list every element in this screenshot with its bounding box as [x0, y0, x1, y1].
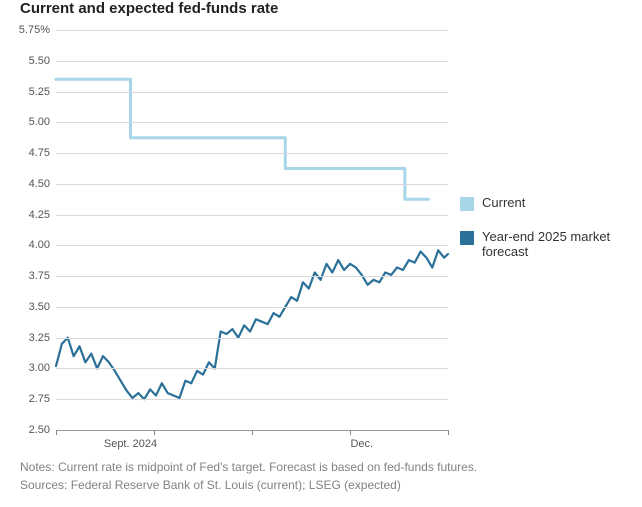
- y-axis-label: 2.75: [14, 393, 50, 405]
- y-axis-label: 5.25: [14, 86, 50, 98]
- chart-sources: Sources: Federal Reserve Bank of St. Lou…: [20, 478, 401, 492]
- gridline: [56, 215, 448, 216]
- legend-label: Current: [482, 195, 642, 210]
- x-axis-tick: [350, 430, 351, 435]
- x-axis-tick: [448, 430, 449, 435]
- gridline: [56, 30, 448, 31]
- gridline: [56, 245, 448, 246]
- legend-item: Year-end 2025 market forecast: [460, 229, 642, 259]
- gridline: [56, 276, 448, 277]
- y-axis-label: 3.50: [14, 301, 50, 313]
- y-axis-label: 3.00: [14, 362, 50, 374]
- x-axis-tick: [252, 430, 253, 435]
- gridline: [56, 61, 448, 62]
- y-axis-label: 5.50: [14, 55, 50, 67]
- gridline: [56, 399, 448, 400]
- series-line: [56, 79, 428, 199]
- chart-container: Current and expected fed-funds rate 5.75…: [0, 0, 642, 507]
- gridline: [56, 153, 448, 154]
- x-axis-label: Sept. 2024: [104, 438, 157, 450]
- x-axis-tick: [56, 430, 57, 435]
- gridline: [56, 307, 448, 308]
- plot-area: [56, 30, 448, 430]
- gridline: [56, 184, 448, 185]
- y-axis-label: 2.50: [14, 424, 50, 436]
- legend-swatch: [460, 197, 474, 211]
- gridline: [56, 338, 448, 339]
- y-axis-label: 4.75: [14, 147, 50, 159]
- gridline: [56, 92, 448, 93]
- y-axis-label: 3.75: [14, 270, 50, 282]
- x-axis-tick: [154, 430, 155, 435]
- x-axis-label: Dec.: [350, 438, 373, 450]
- y-axis-label: 4.25: [14, 209, 50, 221]
- legend-label: Year-end 2025 market forecast: [482, 229, 642, 259]
- y-axis-label: 4.00: [14, 239, 50, 251]
- legend-item: Current: [460, 195, 642, 213]
- gridline: [56, 122, 448, 123]
- y-axis-label: 4.50: [14, 178, 50, 190]
- plot-svg: [56, 30, 448, 430]
- chart-notes: Notes: Current rate is midpoint of Fed's…: [20, 460, 477, 474]
- y-axis-label: 5.00: [14, 116, 50, 128]
- chart-title: Current and expected fed-funds rate: [20, 0, 278, 17]
- y-axis-label: 5.75%: [14, 24, 50, 36]
- series-line: [56, 250, 448, 399]
- legend-swatch: [460, 231, 474, 245]
- gridline: [56, 368, 448, 369]
- y-axis-label: 3.25: [14, 332, 50, 344]
